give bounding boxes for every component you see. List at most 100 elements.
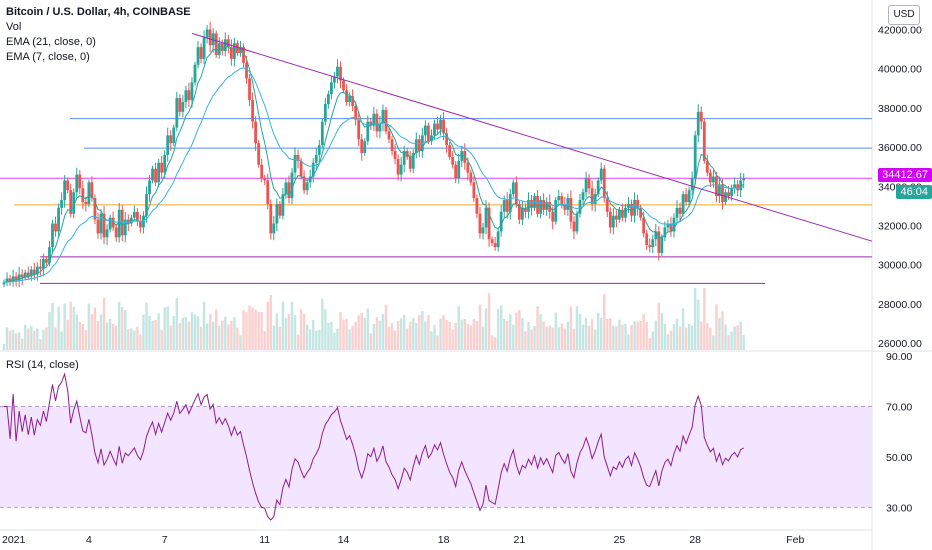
- candle-body[interactable]: [196, 47, 200, 65]
- candle-body[interactable]: [260, 164, 264, 179]
- candle-body[interactable]: [363, 141, 367, 153]
- candle-body[interactable]: [624, 207, 627, 218]
- candle-body[interactable]: [360, 139, 364, 153]
- candle-body[interactable]: [257, 143, 261, 165]
- candle-body[interactable]: [590, 188, 594, 204]
- candle-body[interactable]: [187, 90, 191, 101]
- candle-body[interactable]: [96, 219, 100, 234]
- candle-body[interactable]: [108, 217, 112, 230]
- candle-body[interactable]: [684, 194, 688, 202]
- candle-body[interactable]: [569, 198, 573, 222]
- candle-body[interactable]: [490, 239, 494, 244]
- ema-21-line[interactable]: [3, 67, 744, 283]
- candle-body[interactable]: [263, 178, 267, 181]
- candle-body[interactable]: [117, 209, 121, 238]
- candle-body[interactable]: [587, 178, 591, 189]
- candle-body[interactable]: [478, 213, 482, 234]
- candle-body[interactable]: [2, 282, 6, 285]
- candle-body[interactable]: [66, 180, 70, 191]
- candle-body[interactable]: [499, 211, 503, 232]
- candle-body[interactable]: [663, 227, 667, 238]
- candle-body[interactable]: [375, 113, 379, 132]
- candle-body[interactable]: [54, 223, 57, 232]
- candle-body[interactable]: [724, 192, 727, 202]
- candle-body[interactable]: [14, 276, 18, 281]
- candle-body[interactable]: [266, 180, 270, 204]
- candle-body[interactable]: [254, 121, 258, 144]
- candle-body[interactable]: [560, 196, 564, 204]
- candle-body[interactable]: [666, 223, 670, 228]
- candle-body[interactable]: [269, 203, 273, 234]
- candle-body[interactable]: [311, 162, 315, 177]
- candle-body[interactable]: [208, 29, 212, 46]
- candle-body[interactable]: [657, 231, 661, 253]
- candle-body[interactable]: [202, 37, 206, 59]
- candle-body[interactable]: [715, 176, 718, 197]
- candle-body[interactable]: [448, 145, 452, 157]
- candle-body[interactable]: [472, 182, 476, 199]
- candle-body[interactable]: [293, 154, 297, 173]
- candle-body[interactable]: [387, 131, 391, 140]
- candle-body[interactable]: [651, 239, 655, 248]
- candle-body[interactable]: [339, 66, 342, 81]
- candle-body[interactable]: [317, 145, 321, 155]
- candle-body[interactable]: [184, 90, 188, 103]
- candle-body[interactable]: [593, 194, 597, 204]
- candle-body[interactable]: [402, 151, 406, 165]
- candle-body[interactable]: [742, 178, 746, 181]
- candle-body[interactable]: [408, 156, 412, 169]
- candle-body[interactable]: [214, 33, 218, 55]
- candle-body[interactable]: [78, 174, 82, 189]
- ema-7-line[interactable]: [3, 46, 744, 283]
- candle-body[interactable]: [672, 217, 676, 232]
- candle-body[interactable]: [193, 64, 197, 83]
- candle-body[interactable]: [163, 154, 167, 173]
- candle-body[interactable]: [205, 29, 209, 38]
- candle-body[interactable]: [708, 172, 712, 183]
- candle-body[interactable]: [517, 203, 521, 220]
- candle-body[interactable]: [484, 207, 488, 228]
- candle-body[interactable]: [399, 164, 403, 175]
- candle-body[interactable]: [411, 152, 415, 169]
- candle-body[interactable]: [496, 231, 500, 248]
- candle-body[interactable]: [111, 217, 115, 228]
- candle-body[interactable]: [575, 213, 579, 232]
- candle-body[interactable]: [618, 209, 621, 220]
- candle-body[interactable]: [284, 182, 288, 195]
- candle-body[interactable]: [323, 103, 327, 122]
- candle-body[interactable]: [90, 182, 94, 199]
- candle-body[interactable]: [527, 200, 530, 212]
- candle-body[interactable]: [296, 154, 300, 161]
- candle-body[interactable]: [381, 109, 385, 124]
- candle-body[interactable]: [475, 198, 479, 214]
- candle-body[interactable]: [536, 196, 539, 214]
- candle-body[interactable]: [26, 272, 30, 277]
- candle-body[interactable]: [93, 198, 97, 220]
- candle-body[interactable]: [333, 76, 336, 83]
- candle-body[interactable]: [17, 274, 21, 281]
- candle-body[interactable]: [336, 66, 339, 77]
- candle-body[interactable]: [687, 190, 691, 202]
- candle-body[interactable]: [433, 123, 436, 136]
- candle-body[interactable]: [511, 182, 515, 195]
- candle-body[interactable]: [614, 215, 618, 220]
- candle-body[interactable]: [654, 231, 658, 240]
- candle-body[interactable]: [233, 43, 236, 59]
- candle-body[interactable]: [114, 227, 118, 238]
- candle-body[interactable]: [730, 188, 733, 197]
- candle-body[interactable]: [451, 156, 455, 165]
- candle-body[interactable]: [139, 221, 142, 228]
- candle-body[interactable]: [305, 182, 309, 191]
- candle-body[interactable]: [166, 135, 170, 155]
- candle-body[interactable]: [275, 203, 279, 224]
- candle-body[interactable]: [721, 184, 724, 202]
- candle-body[interactable]: [278, 203, 282, 216]
- candle-body[interactable]: [705, 160, 709, 173]
- candle-body[interactable]: [581, 192, 585, 201]
- candle-body[interactable]: [427, 125, 430, 142]
- candle-body[interactable]: [605, 198, 609, 212]
- candle-body[interactable]: [378, 123, 382, 132]
- candle-body[interactable]: [211, 33, 215, 46]
- candle-body[interactable]: [675, 207, 679, 218]
